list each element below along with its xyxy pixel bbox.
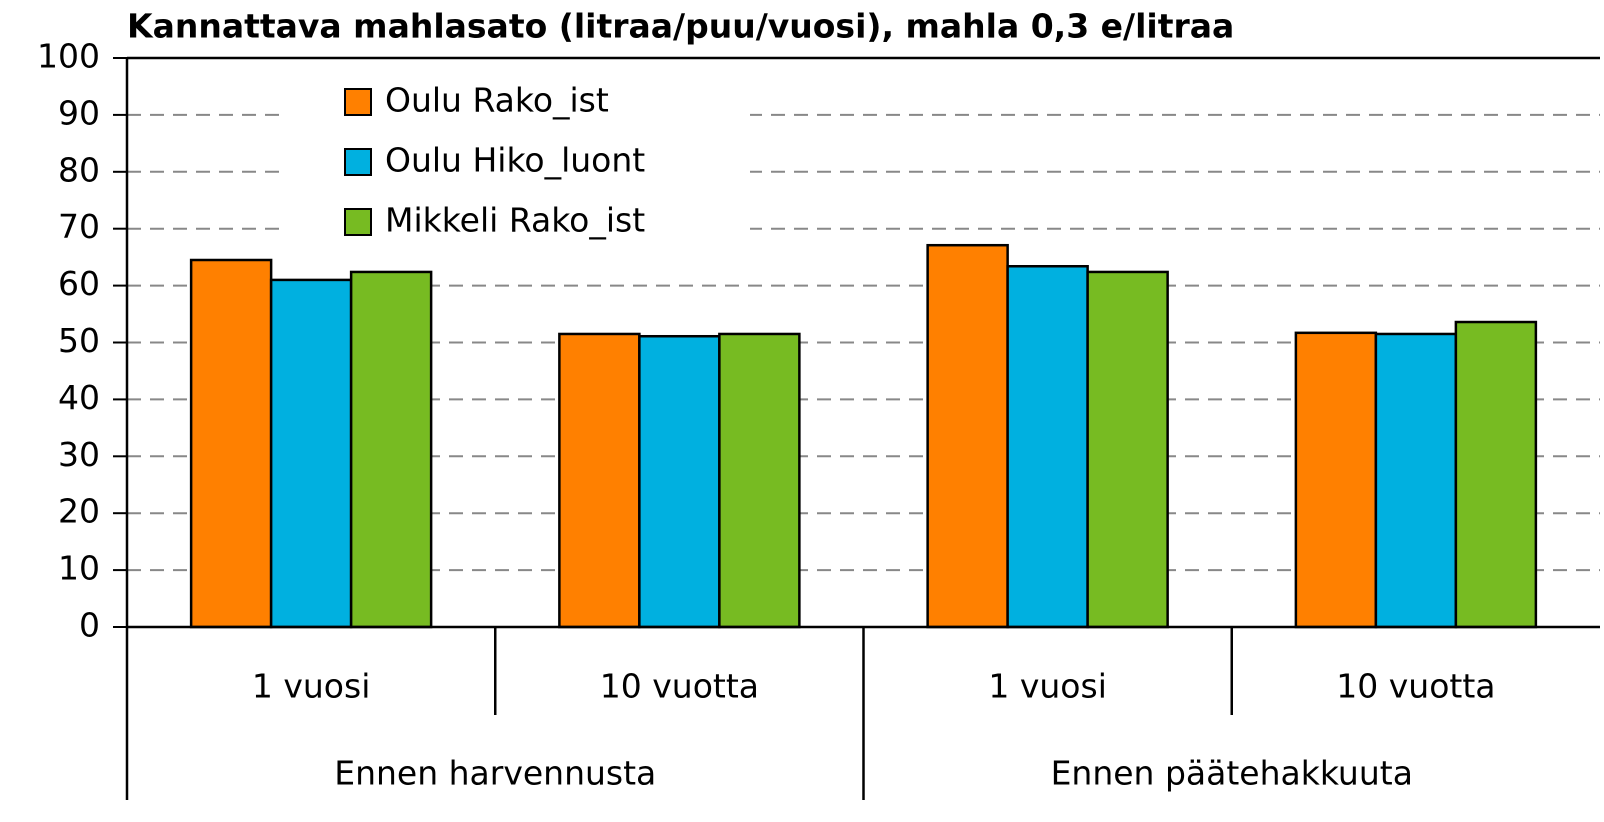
y-tick-label: 70 [58, 207, 100, 246]
bar [718, 332, 801, 629]
legend-label: Mikkeli Rako_ist [385, 201, 645, 240]
legend-label: Oulu Rako_ist [385, 81, 609, 120]
bar [1086, 270, 1169, 629]
chart-title: Kannattava mahlasato (litraa/puu/vuosi),… [127, 7, 1234, 46]
bar [558, 332, 641, 629]
y-tick-label: 60 [58, 264, 100, 303]
y-tick-label: 100 [37, 37, 100, 76]
x-tick-label: 1 vuosi [988, 667, 1106, 706]
y-tick-label: 40 [58, 378, 100, 417]
y-tick-label: 80 [58, 150, 100, 189]
y-tick-label: 90 [58, 93, 100, 132]
bar [638, 334, 721, 629]
bar [1006, 265, 1089, 629]
y-tick-label: 10 [58, 549, 100, 588]
x-group-label: Ennen päätehakkuuta [1051, 754, 1413, 793]
bar [269, 278, 353, 629]
x-tick-label: 10 vuotta [1336, 667, 1495, 706]
bar [189, 258, 273, 629]
bar [926, 243, 1009, 629]
legend-swatch [344, 208, 372, 236]
bar [1454, 320, 1538, 629]
y-tick-label: 30 [58, 435, 100, 474]
x-tick-label: 10 vuotta [600, 667, 759, 706]
bar [1294, 331, 1378, 629]
bar [1374, 332, 1458, 629]
y-tick-label: 20 [58, 492, 100, 531]
y-tick-label: 50 [58, 321, 100, 360]
legend-swatch [344, 88, 372, 116]
y-tick-label: 0 [79, 606, 100, 645]
x-group-label: Ennen harvennusta [334, 754, 656, 793]
legend-swatch [344, 148, 372, 176]
bar [349, 270, 433, 629]
x-tick-label: 1 vuosi [252, 667, 370, 706]
legend-label: Oulu Hiko_luont [385, 141, 645, 180]
